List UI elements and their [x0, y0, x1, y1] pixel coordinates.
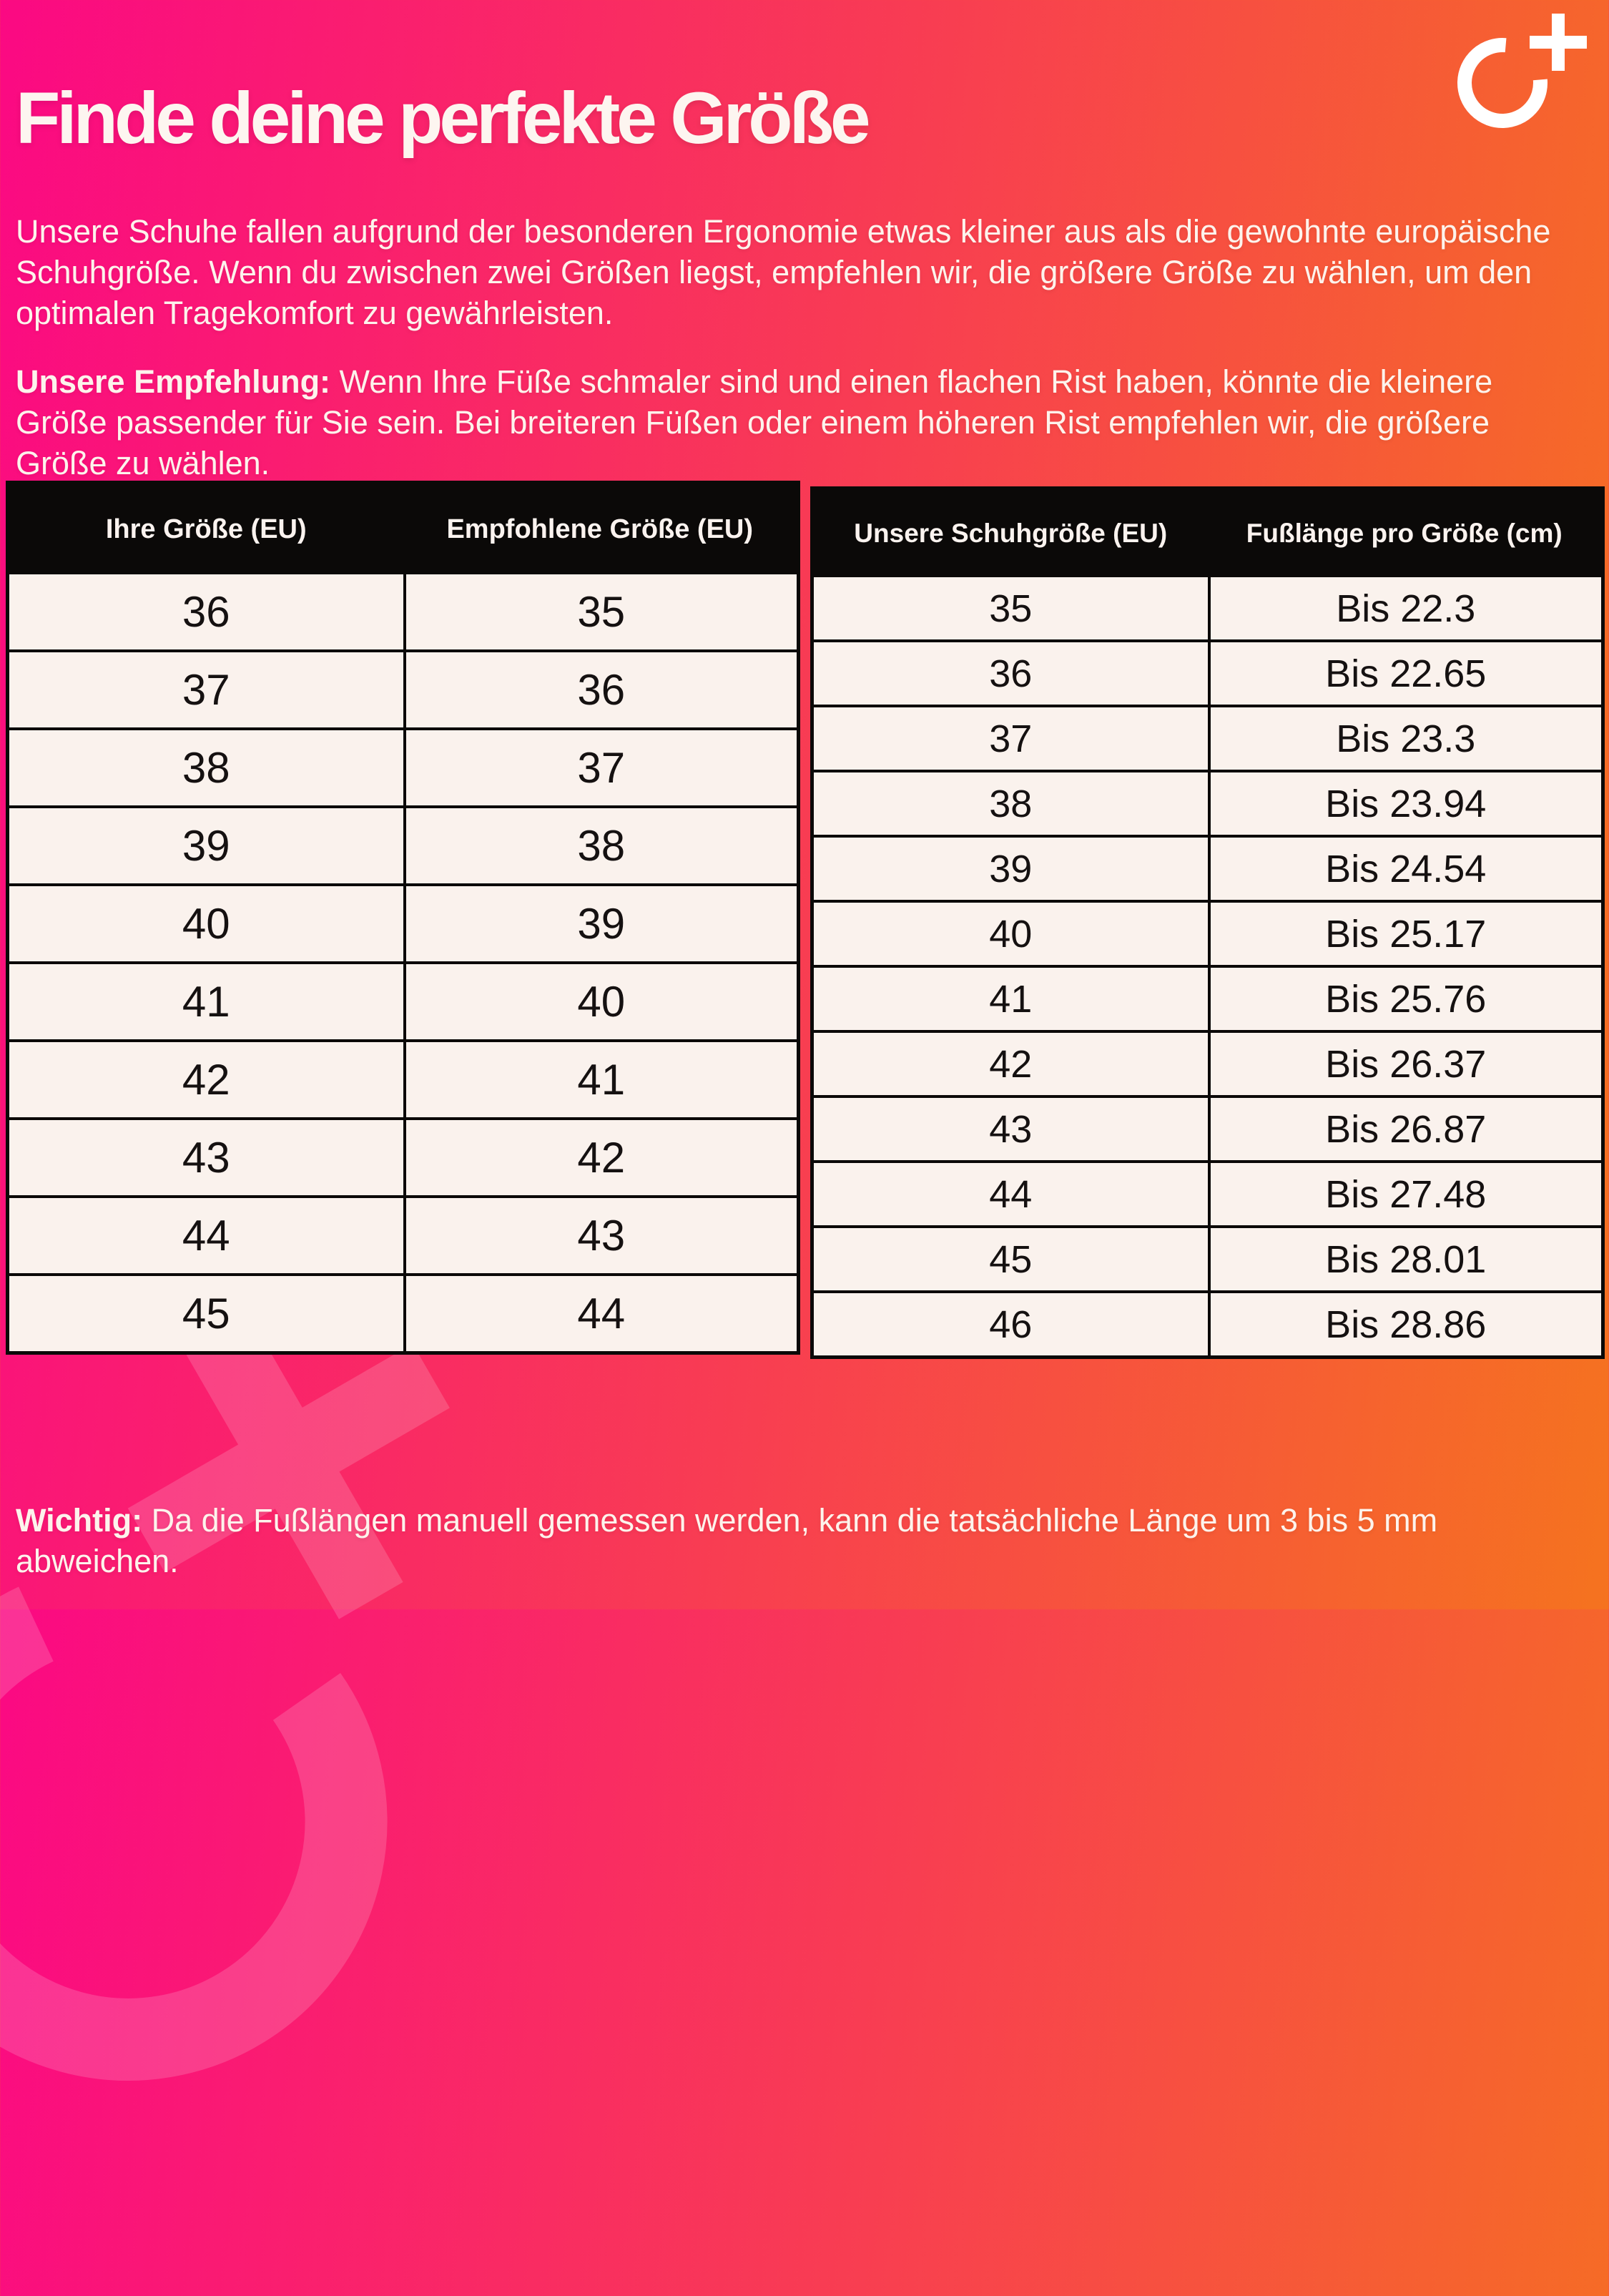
- table-cell: Bis 26.87: [1207, 1098, 1602, 1160]
- table-row: 46 Bis 28.86: [814, 1290, 1601, 1355]
- table-cell: Bis 27.48: [1207, 1163, 1602, 1225]
- table-cell: Bis 24.54: [1207, 838, 1602, 900]
- column-header-recommended-size: Empfohlene Größe (EU): [446, 514, 754, 544]
- foot-length-table: Unsere Schuhgröße (EU) Fußlänge pro Größ…: [810, 486, 1605, 1359]
- table-row: 43 42: [9, 1117, 797, 1195]
- important-note-body: Da die Fußlängen manuell gemessen werden…: [16, 1502, 1438, 1580]
- column-header-foot-length: Fußlänge pro Größe (cm): [1246, 519, 1563, 548]
- table-cell: 38: [403, 808, 797, 883]
- column-header-our-shoe-size: Unsere Schuhgröße (EU): [854, 519, 1168, 548]
- table-cell: Bis 23.3: [1207, 707, 1602, 770]
- foot-length-table-body: 35 Bis 22.3 36 Bis 22.65 37 Bis 23.3 38 Bis 23.…: [814, 577, 1601, 1355]
- table-cell: Bis 25.17: [1207, 903, 1602, 965]
- table-cell: 42: [403, 1120, 797, 1195]
- size-conversion-table: Ihre Größe (EU) Empfohlene Größe (EU) 36…: [6, 481, 800, 1355]
- table-cell: 46: [989, 1302, 1033, 1346]
- table-row: 35 Bis 22.3: [814, 577, 1601, 639]
- table-cell: 36: [182, 588, 230, 636]
- column-header-your-size: Ihre Größe (EU): [105, 514, 307, 544]
- table-row: 41 40: [9, 961, 797, 1039]
- recommendation-body: Wenn Ihre Füße schmaler sind und einen f…: [16, 363, 1493, 482]
- table-cell: Bis 25.76: [1207, 968, 1602, 1030]
- recommendation-label: Unsere Empfehlung:: [16, 363, 331, 400]
- table-row: 43 Bis 26.87: [814, 1095, 1601, 1160]
- size-conversion-table-body: 36 35 37 36 38 37 39 38 40 39 41 40 42 41 43 42 44 43 45 44: [9, 574, 797, 1351]
- table-cell: Bis 28.01: [1207, 1228, 1602, 1290]
- table-cell: 36: [989, 652, 1033, 695]
- table-cell: 40: [989, 912, 1033, 956]
- table-cell: 38: [989, 782, 1033, 825]
- table-row: 44 Bis 27.48: [814, 1160, 1601, 1225]
- table-cell: 41: [182, 978, 230, 1026]
- table-row: 45 Bis 28.01: [814, 1225, 1601, 1290]
- table-cell: 39: [182, 822, 230, 870]
- table-row: 39 38: [9, 805, 797, 883]
- table-cell: 37: [182, 666, 230, 714]
- table-cell: 37: [989, 717, 1033, 760]
- table-cell: 40: [182, 900, 230, 948]
- table-row: 39 Bis 24.54: [814, 835, 1601, 900]
- table-row: 44 43: [9, 1195, 797, 1273]
- table-cell: 36: [403, 652, 797, 727]
- table-row: 40 Bis 25.17: [814, 900, 1601, 965]
- table-cell: 43: [403, 1198, 797, 1273]
- table-row: 38 37: [9, 727, 797, 805]
- table-cell: 38: [182, 744, 230, 792]
- table-cell: 44: [182, 1212, 230, 1260]
- table-row: 42 Bis 26.37: [814, 1030, 1601, 1095]
- important-note: Wichtig: Da die Fußlängen manuell gemess…: [16, 1500, 1573, 1581]
- table-cell: 42: [989, 1042, 1033, 1086]
- table-cell: 45: [182, 1290, 230, 1338]
- table-cell: 44: [403, 1276, 797, 1351]
- table-row: 36 Bis 22.65: [814, 639, 1601, 705]
- table-cell: Bis 22.65: [1207, 642, 1602, 705]
- important-note-label: Wichtig:: [16, 1502, 143, 1539]
- table-cell: 35: [403, 574, 797, 649]
- table-row: 42 41: [9, 1039, 797, 1117]
- table-cell: 41: [989, 977, 1033, 1021]
- size-tables-section: Ihre Größe (EU) Empfohlene Größe (EU) 36…: [6, 481, 1605, 1359]
- page-title: Finde deine perfekte Größe: [16, 77, 871, 160]
- table-row: 40 39: [9, 883, 797, 961]
- table-row: 45 44: [9, 1273, 797, 1351]
- table-cell: 43: [182, 1134, 230, 1182]
- table-cell: 44: [989, 1172, 1033, 1216]
- intro-text: Unsere Schuhe fallen aufgrund der besond…: [16, 213, 1551, 332]
- foot-length-table-header: Unsere Schuhgröße (EU) Fußlänge pro Größ…: [814, 490, 1601, 577]
- size-conversion-table-header: Ihre Größe (EU) Empfohlene Größe (EU): [9, 484, 797, 574]
- table-cell: Bis 22.3: [1207, 577, 1602, 639]
- table-cell: 42: [182, 1056, 230, 1104]
- brand-circle-plus-icon: [1457, 14, 1587, 128]
- table-cell: 40: [403, 964, 797, 1039]
- table-row: 41 Bis 25.76: [814, 965, 1601, 1030]
- table-row: 36 35: [9, 574, 797, 649]
- table-cell: 37: [403, 730, 797, 805]
- table-cell: 45: [989, 1237, 1033, 1281]
- table-cell: 41: [403, 1042, 797, 1117]
- table-cell: 35: [989, 587, 1033, 630]
- table-row: 38 Bis 23.94: [814, 770, 1601, 835]
- table-cell: 39: [403, 886, 797, 961]
- recommendation-text: Unsere Empfehlung: Wenn Ihre Füße schmal…: [16, 361, 1580, 484]
- table-cell: Bis 23.94: [1207, 772, 1602, 835]
- table-cell: Bis 28.86: [1207, 1293, 1602, 1355]
- table-row: 37 Bis 23.3: [814, 705, 1601, 770]
- table-cell: 39: [989, 847, 1033, 891]
- table-cell: Bis 26.37: [1207, 1033, 1602, 1095]
- table-cell: 43: [989, 1107, 1033, 1151]
- table-row: 37 36: [9, 649, 797, 727]
